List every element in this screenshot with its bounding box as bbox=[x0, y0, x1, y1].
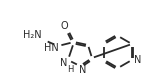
Text: N: N bbox=[79, 65, 87, 75]
Text: H: H bbox=[67, 65, 73, 73]
Text: H₂N: H₂N bbox=[23, 30, 41, 40]
Text: O: O bbox=[60, 21, 68, 31]
Text: N: N bbox=[60, 58, 68, 68]
Text: N: N bbox=[134, 55, 142, 65]
Text: HN: HN bbox=[44, 43, 58, 53]
